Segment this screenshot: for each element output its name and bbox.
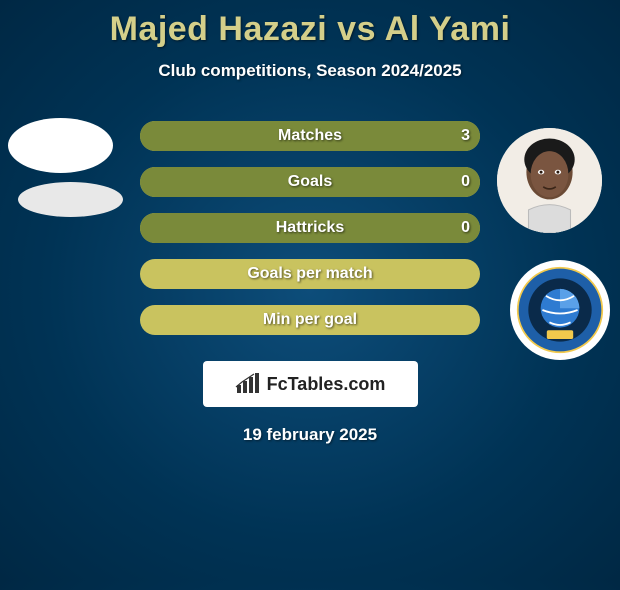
- page-title: Majed Hazazi vs Al Yami: [0, 10, 620, 49]
- stat-bar: Goals 0: [140, 167, 480, 197]
- stat-bar: Hattricks 0: [140, 213, 480, 243]
- stat-value-right: 0: [461, 219, 470, 237]
- stat-label: Goals per match: [247, 265, 372, 283]
- stat-label: Matches: [278, 127, 342, 145]
- stat-label: Min per goal: [263, 311, 357, 329]
- stat-label: Goals: [288, 173, 332, 191]
- bar-chart-icon: [235, 373, 261, 395]
- stat-bar: Min per goal: [140, 305, 480, 335]
- watermark-text: FcTables.com: [267, 374, 386, 395]
- stat-bar: Matches 3: [140, 121, 480, 151]
- stat-label: Hattricks: [276, 219, 344, 237]
- stat-bar: Goals per match: [140, 259, 480, 289]
- stats-comparison: Matches 3 Goals 0 Hattricks 0 Goals per match M…: [0, 121, 620, 351]
- stat-bars-container: Matches 3 Goals 0 Hattricks 0 Goals per match M…: [140, 121, 480, 351]
- page-subtitle: Club competitions, Season 2024/2025: [0, 61, 620, 81]
- snapshot-date: 19 february 2025: [0, 425, 620, 445]
- watermark-badge: FcTables.com: [203, 361, 418, 407]
- stat-value-right: 3: [461, 127, 470, 145]
- stat-value-right: 0: [461, 173, 470, 191]
